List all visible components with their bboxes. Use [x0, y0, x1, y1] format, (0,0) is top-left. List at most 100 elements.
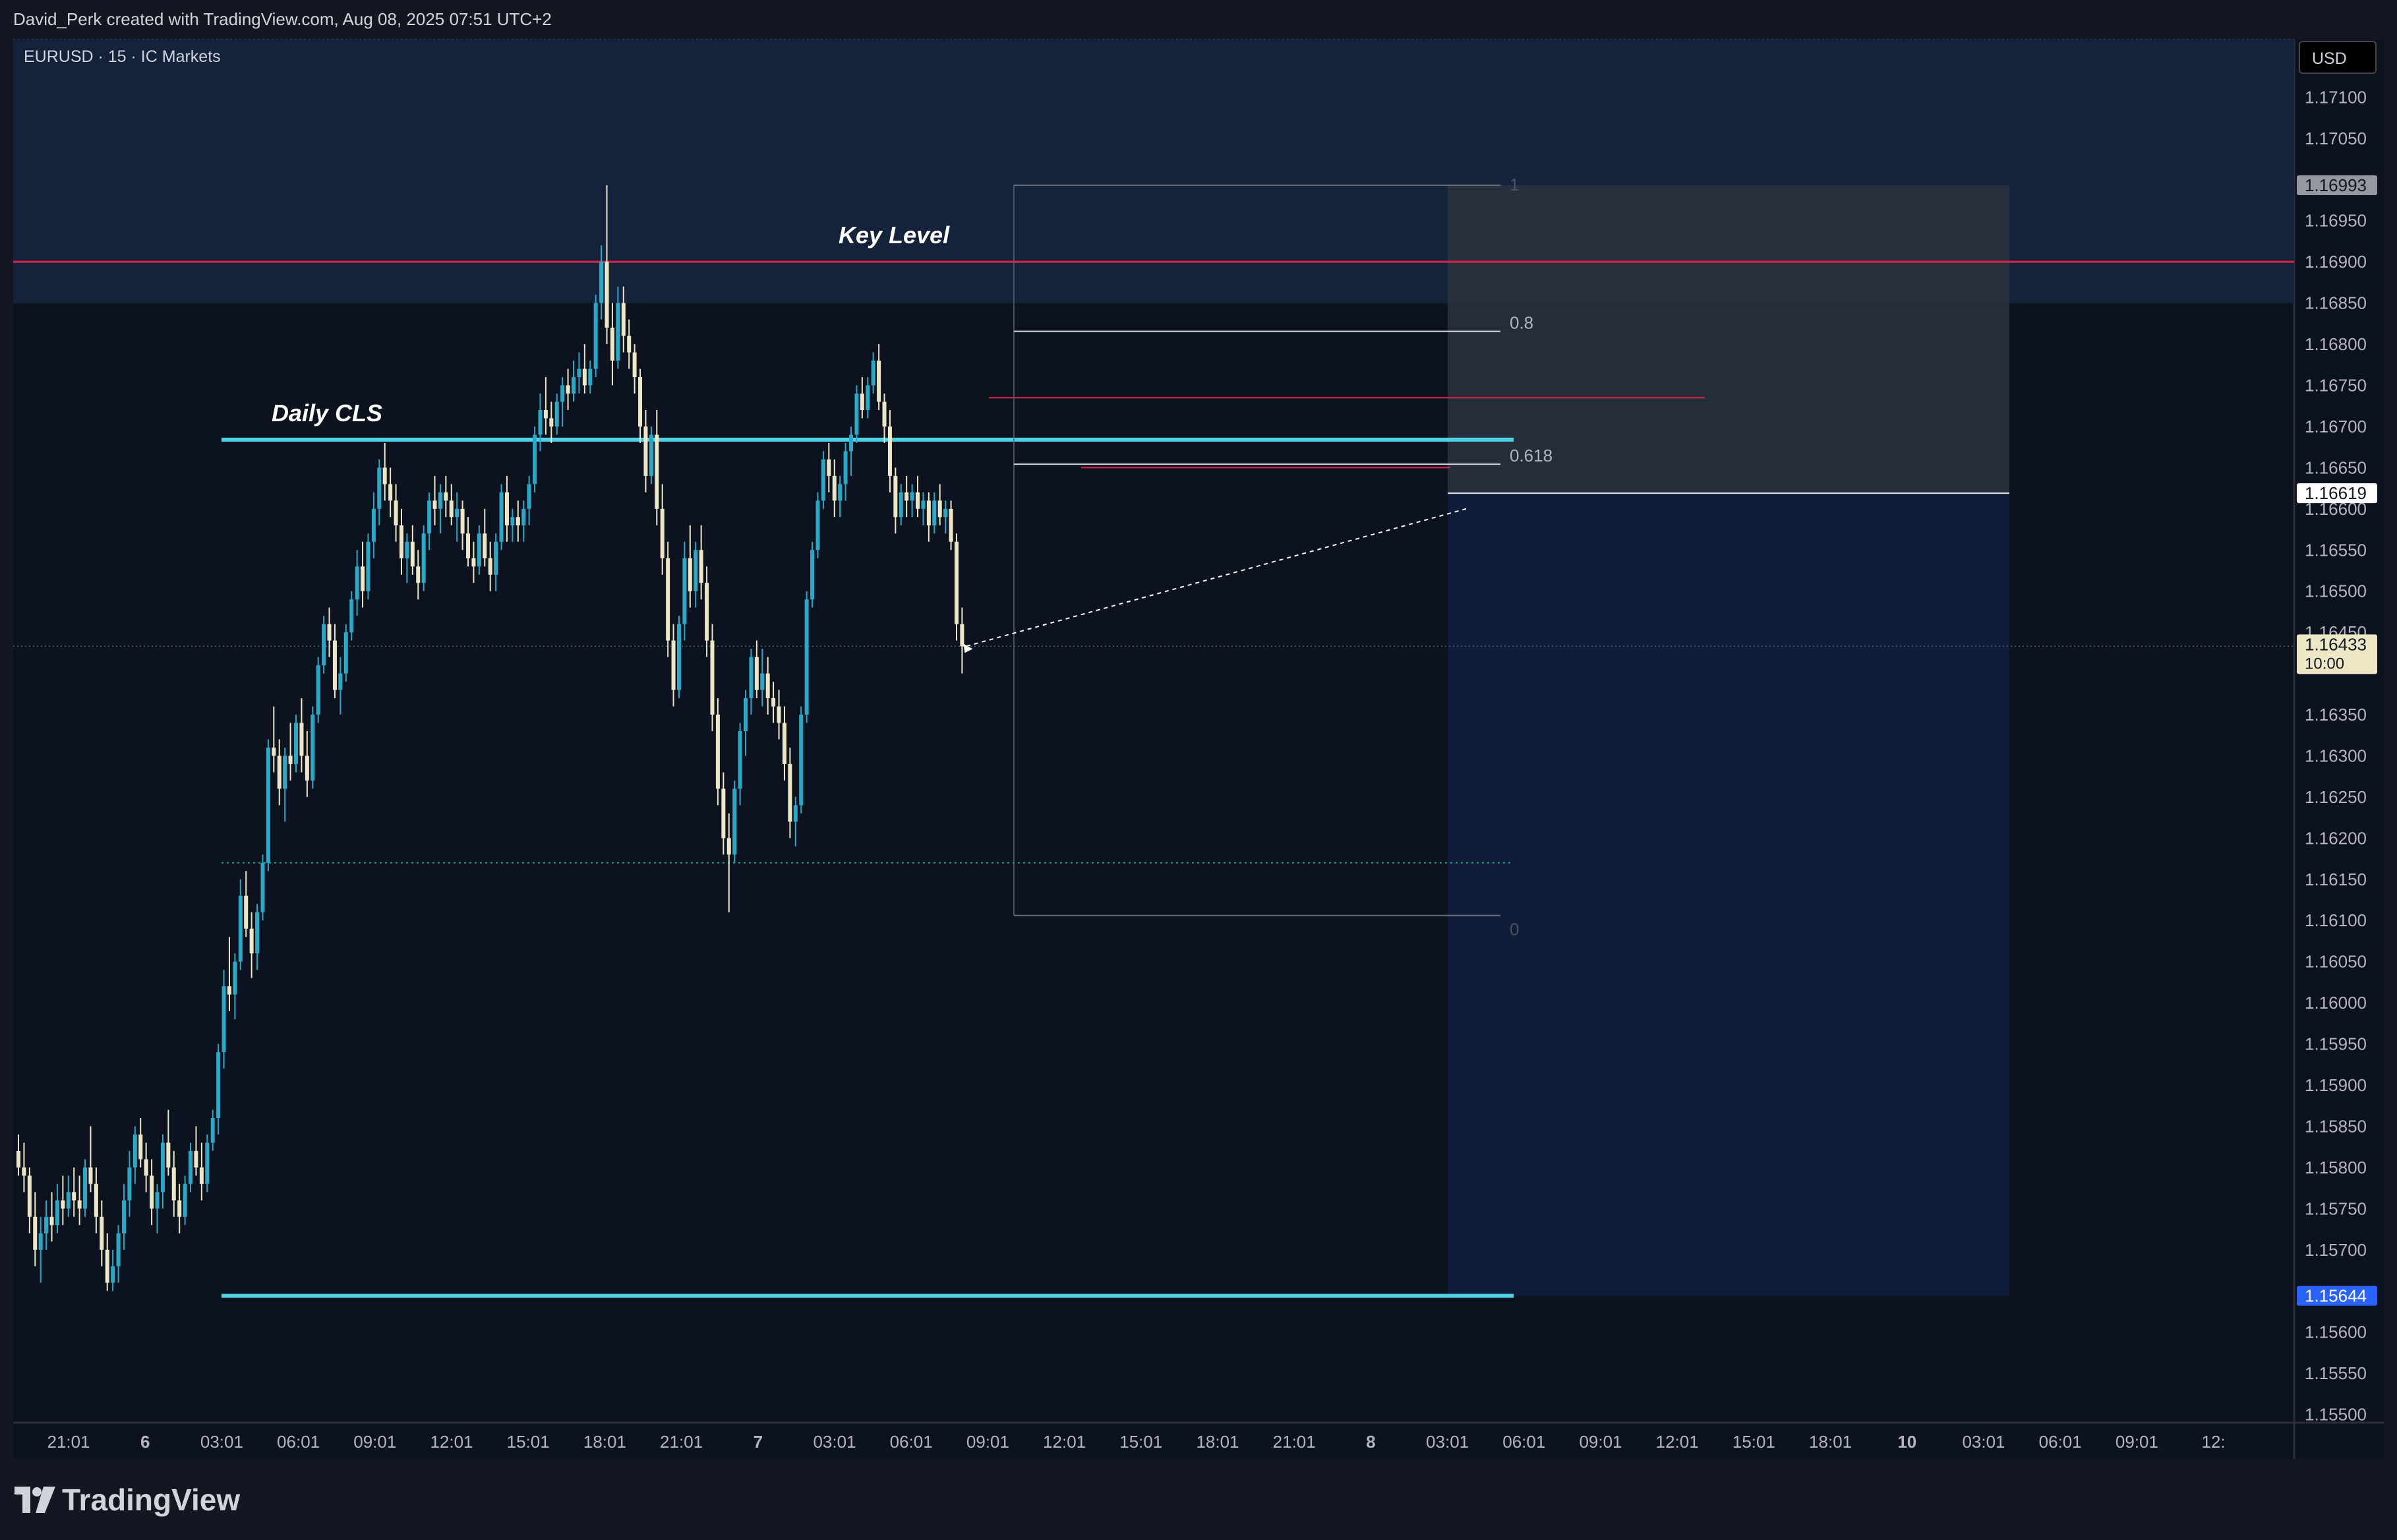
candle-body [588, 369, 593, 386]
candle-body [616, 303, 620, 361]
time-axis-tick: 06:01 [890, 1432, 933, 1452]
candle-body [726, 838, 731, 855]
candle-body [877, 361, 881, 402]
candle-body [638, 377, 643, 427]
price-tag-label: 1.16993 [2305, 175, 2367, 195]
candle-body [676, 624, 681, 690]
candle-body [83, 1167, 88, 1209]
price-tag-label: 1.16619 [2305, 483, 2367, 503]
price-axis-tick: 1.17100 [2305, 87, 2367, 107]
candle-body [838, 484, 843, 501]
candle-body [871, 361, 875, 386]
candle-body [827, 459, 831, 476]
candle-body [738, 731, 742, 789]
candle-body [421, 533, 426, 583]
currency-selector-button[interactable]: USD [2299, 41, 2377, 74]
time-axis-tick: 18:01 [1809, 1432, 1852, 1452]
candle-body [538, 409, 543, 435]
candle-body [366, 541, 370, 591]
candle-body [349, 599, 354, 633]
time-axis-tick: 06:01 [277, 1432, 320, 1452]
candle-body [299, 723, 304, 756]
price-axis-tick: 1.16100 [2305, 910, 2367, 930]
candle-body [399, 525, 403, 558]
price-axis-tick: 1.16900 [2305, 252, 2367, 272]
price-axis-tick: 1.15900 [2305, 1075, 2367, 1095]
candle-body [932, 500, 937, 525]
price-axis-tick: 1.15950 [2305, 1034, 2367, 1054]
candle-body [144, 1159, 148, 1176]
candle-body [460, 508, 465, 534]
candle-body [593, 303, 598, 369]
price-tag[interactable] [2297, 483, 2377, 504]
candle-body [216, 1052, 221, 1118]
candle-body [194, 1150, 198, 1168]
candle-body [255, 912, 260, 954]
candle-body [72, 1192, 76, 1200]
candle-body [189, 1150, 193, 1184]
candle-body [61, 1200, 65, 1209]
brand-name: TradingView [62, 1483, 241, 1517]
price-axis-tick: 1.15850 [2305, 1116, 2367, 1136]
candle-body [488, 558, 492, 575]
candle-body [227, 986, 231, 995]
price-axis-tick: 1.16250 [2305, 787, 2367, 807]
candle-body [166, 1142, 171, 1168]
candle-body [954, 541, 959, 624]
candle-body [527, 484, 531, 509]
candle-body [199, 1167, 204, 1184]
candle-body [38, 1233, 43, 1250]
price-axis-tick: 1.16800 [2305, 334, 2367, 354]
fib-level-label: 0 [1510, 920, 1519, 939]
price-axis-tick: 1.16850 [2305, 293, 2367, 313]
price-axis-tick: 1.16000 [2305, 993, 2367, 1013]
candle-body [150, 1175, 154, 1209]
candle-body [332, 640, 337, 690]
candle-body [893, 475, 898, 518]
candle-body [533, 434, 537, 485]
tradingview-logo-icon [15, 1487, 55, 1513]
candle-body [782, 723, 786, 764]
candle-body [483, 533, 487, 558]
candle-body [494, 541, 498, 575]
price-axis-tick: 1.17050 [2305, 129, 2367, 148]
price-tag[interactable] [2297, 634, 2377, 674]
candle-body [382, 467, 387, 485]
candle-body [210, 1117, 215, 1143]
candle-body [361, 566, 365, 591]
price-axis-tick: 1.15550 [2305, 1363, 2367, 1383]
symbol-legend[interactable]: EURUSD · 15 · IC Markets [24, 47, 221, 66]
price-tag[interactable] [2297, 1286, 2377, 1306]
candle-body [754, 657, 759, 690]
price-axis-tick: 1.16950 [2305, 211, 2367, 231]
candle-body [471, 558, 476, 567]
candle-body [16, 1150, 20, 1168]
candle-body [715, 715, 720, 789]
candle-body [621, 303, 626, 336]
candle-body [765, 673, 770, 699]
time-axis-tick: 6 [140, 1432, 150, 1452]
candle-body [311, 715, 315, 781]
price-axis-tick: 1.15800 [2305, 1158, 2367, 1177]
candle-body [499, 492, 504, 542]
candle-body [277, 755, 281, 789]
candle-body [937, 500, 942, 518]
candle-body [649, 434, 653, 476]
key-level-label: Key Level [839, 222, 950, 249]
candle-body [749, 657, 754, 699]
time-axis-panel[interactable] [13, 1423, 2384, 1459]
candle-body [815, 500, 820, 550]
candle-body [610, 328, 614, 361]
candle-body [121, 1200, 126, 1233]
candle-body [155, 1192, 160, 1209]
time-axis-tick: 12:01 [1043, 1432, 1086, 1452]
price-tag[interactable] [2297, 175, 2377, 196]
candle-body [771, 698, 776, 707]
time-axis-tick: 18:01 [1196, 1432, 1239, 1452]
projection-arrow-icon [963, 643, 973, 653]
price-axis-panel[interactable] [2294, 40, 2384, 1423]
candle-body [627, 336, 632, 353]
candle-body [926, 500, 931, 525]
candle-body [549, 418, 554, 427]
